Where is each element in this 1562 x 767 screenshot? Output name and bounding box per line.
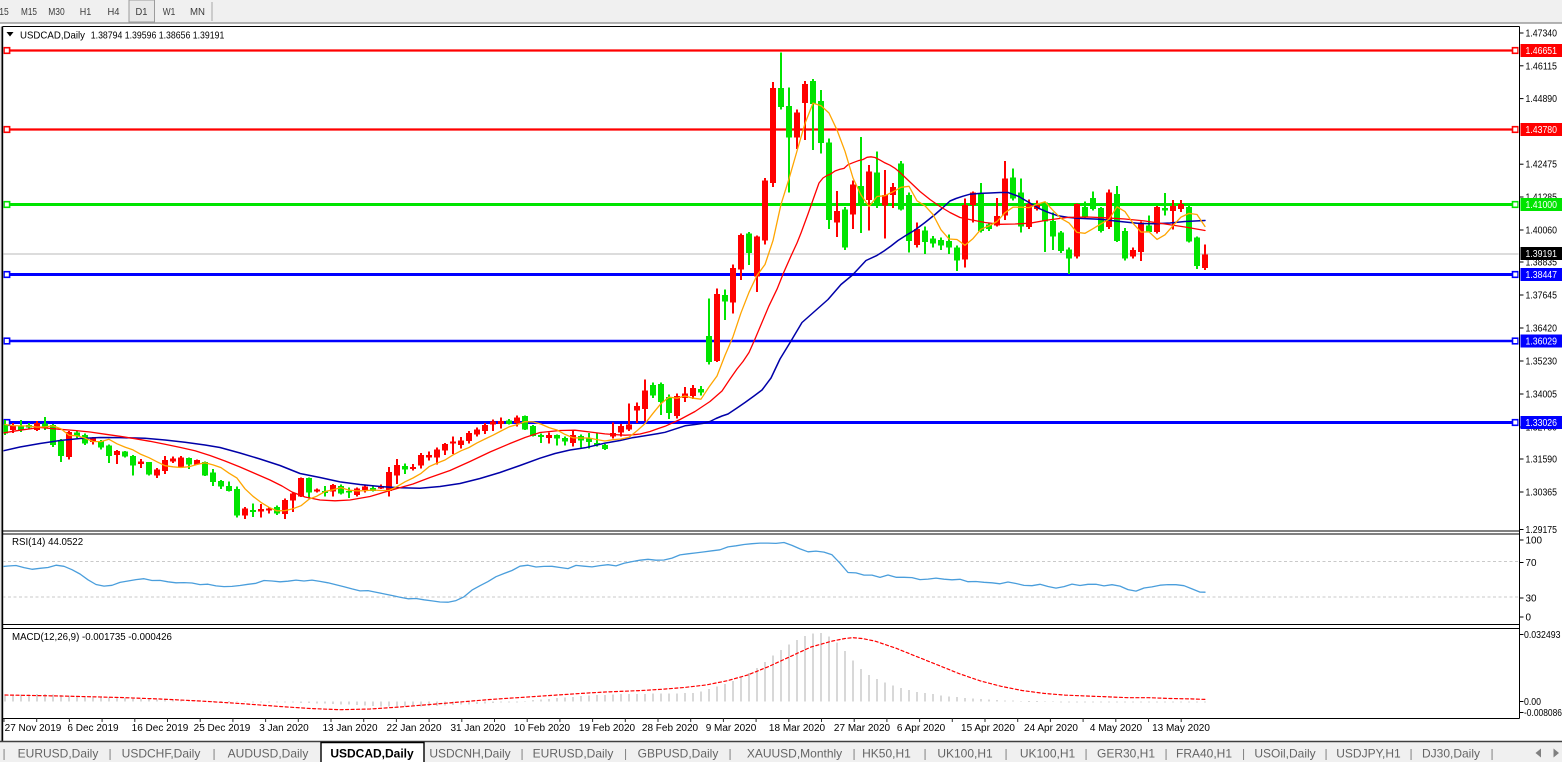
svg-text:UK100,H1: UK100,H1 <box>1020 747 1076 761</box>
svg-text:1.43780: 1.43780 <box>1526 125 1558 136</box>
svg-text:|: | <box>852 747 855 761</box>
svg-text:USDCAD,Daily: USDCAD,Daily <box>20 31 86 42</box>
svg-text:25 Dec 2019: 25 Dec 2019 <box>194 723 251 734</box>
svg-text:USDCAD,Daily: USDCAD,Daily <box>330 747 414 761</box>
svg-text:USDCNH,Daily: USDCNH,Daily <box>429 747 510 761</box>
svg-text:M15: M15 <box>21 6 37 18</box>
svg-text:|: | <box>1164 747 1167 761</box>
svg-text:EURUSD,Daily: EURUSD,Daily <box>533 747 614 761</box>
svg-text:27 Mar 2020: 27 Mar 2020 <box>834 723 891 734</box>
svg-text:1.38794 1.39596 1.38656 1.3919: 1.38794 1.39596 1.38656 1.39191 <box>91 31 225 42</box>
svg-text:-0.008086: -0.008086 <box>1524 708 1562 719</box>
svg-text:1.44890: 1.44890 <box>1526 94 1558 105</box>
svg-text:GER30,H1: GER30,H1 <box>1097 747 1155 761</box>
svg-text:19 Feb 2020: 19 Feb 2020 <box>579 723 636 734</box>
svg-text:1.41000: 1.41000 <box>1526 200 1558 211</box>
svg-text:1.33026: 1.33026 <box>1526 418 1558 429</box>
svg-text:1.42475: 1.42475 <box>1526 160 1558 171</box>
svg-text:UK100,H1: UK100,H1 <box>937 747 993 761</box>
svg-text:1.31590: 1.31590 <box>1526 455 1558 466</box>
svg-text:1.39191: 1.39191 <box>1526 249 1558 260</box>
svg-text:D1: D1 <box>136 6 148 18</box>
svg-text:1.29175: 1.29175 <box>1526 525 1558 536</box>
svg-text:|: | <box>1004 747 1007 761</box>
svg-text:1.40060: 1.40060 <box>1526 226 1558 237</box>
svg-text:0: 0 <box>1526 613 1532 624</box>
svg-text:GBPUSD,Daily: GBPUSD,Daily <box>638 747 719 761</box>
svg-text:70: 70 <box>1526 558 1537 569</box>
svg-text:1.36029: 1.36029 <box>1526 337 1558 348</box>
svg-text:|: | <box>108 747 111 761</box>
svg-text:0.00: 0.00 <box>1524 697 1541 708</box>
svg-text:13 Jan 2020: 13 Jan 2020 <box>322 723 377 734</box>
svg-text:27 Nov 2019: 27 Nov 2019 <box>5 723 62 734</box>
svg-text:AUDUSD,Daily: AUDUSD,Daily <box>228 747 309 761</box>
svg-text:|: | <box>212 747 215 761</box>
svg-text:1.36420: 1.36420 <box>1526 324 1558 335</box>
svg-text:1.47340: 1.47340 <box>1526 29 1558 40</box>
svg-text:|: | <box>1409 747 1412 761</box>
svg-text:|: | <box>728 747 731 761</box>
svg-text:MN: MN <box>190 6 205 18</box>
svg-text:RSI(14) 44.0522: RSI(14) 44.0522 <box>12 537 83 548</box>
svg-text:28 Feb 2020: 28 Feb 2020 <box>642 723 699 734</box>
svg-text:1.34005: 1.34005 <box>1526 390 1558 401</box>
svg-text:HK50,H1: HK50,H1 <box>862 747 911 761</box>
svg-text:1.35230: 1.35230 <box>1526 357 1558 368</box>
svg-text:|: | <box>2 747 5 761</box>
svg-text:0.032493: 0.032493 <box>1524 630 1561 641</box>
svg-text:1.30365: 1.30365 <box>1526 488 1558 499</box>
svg-text:24 Apr 2020: 24 Apr 2020 <box>1024 723 1078 734</box>
svg-text:16 Dec 2019: 16 Dec 2019 <box>132 723 189 734</box>
svg-text:18 Mar 2020: 18 Mar 2020 <box>769 723 826 734</box>
svg-text:22 Jan 2020: 22 Jan 2020 <box>386 723 441 734</box>
svg-text:6 Dec 2019: 6 Dec 2019 <box>67 723 119 734</box>
svg-text:3 Jan 2020: 3 Jan 2020 <box>259 723 309 734</box>
svg-text:|: | <box>1084 747 1087 761</box>
svg-text:FRA40,H1: FRA40,H1 <box>1176 747 1232 761</box>
svg-text:|: | <box>1490 747 1493 761</box>
svg-text:15: 15 <box>0 6 9 18</box>
svg-text:1.46651: 1.46651 <box>1526 46 1558 57</box>
svg-text:30: 30 <box>1526 594 1537 605</box>
svg-text:MACD(12,26,9) -0.001735 -0.000: MACD(12,26,9) -0.001735 -0.000426 <box>12 632 172 643</box>
svg-text:H4: H4 <box>108 6 120 18</box>
svg-text:USDCHF,Daily: USDCHF,Daily <box>122 747 201 761</box>
svg-text:EURUSD,Daily: EURUSD,Daily <box>18 747 99 761</box>
svg-text:1.37645: 1.37645 <box>1526 291 1558 302</box>
svg-text:DJ30,Daily: DJ30,Daily <box>1422 747 1480 761</box>
svg-text:1.46115: 1.46115 <box>1526 61 1558 72</box>
svg-text:4 May 2020: 4 May 2020 <box>1090 723 1143 734</box>
svg-text:31 Jan 2020: 31 Jan 2020 <box>450 723 505 734</box>
svg-text:|: | <box>520 747 523 761</box>
svg-text:15 Apr 2020: 15 Apr 2020 <box>961 723 1015 734</box>
svg-text:|: | <box>1324 747 1327 761</box>
svg-text:100: 100 <box>1526 536 1543 547</box>
svg-text:|: | <box>624 747 627 761</box>
svg-text:M30: M30 <box>48 6 65 18</box>
svg-text:H1: H1 <box>80 6 92 18</box>
svg-text:10 Feb 2020: 10 Feb 2020 <box>514 723 571 734</box>
svg-text:13 May 2020: 13 May 2020 <box>1152 723 1210 734</box>
svg-text:USDJPY,H1: USDJPY,H1 <box>1336 747 1401 761</box>
svg-text:XAUUSD,Monthly: XAUUSD,Monthly <box>747 747 842 761</box>
svg-text:|: | <box>923 747 926 761</box>
svg-text:USOil,Daily: USOil,Daily <box>1254 747 1315 761</box>
svg-text:9 Mar 2020: 9 Mar 2020 <box>706 723 757 734</box>
svg-text:W1: W1 <box>163 6 176 18</box>
svg-text:|: | <box>1242 747 1245 761</box>
svg-text:6 Apr 2020: 6 Apr 2020 <box>897 723 946 734</box>
svg-text:1.38447: 1.38447 <box>1526 270 1558 281</box>
